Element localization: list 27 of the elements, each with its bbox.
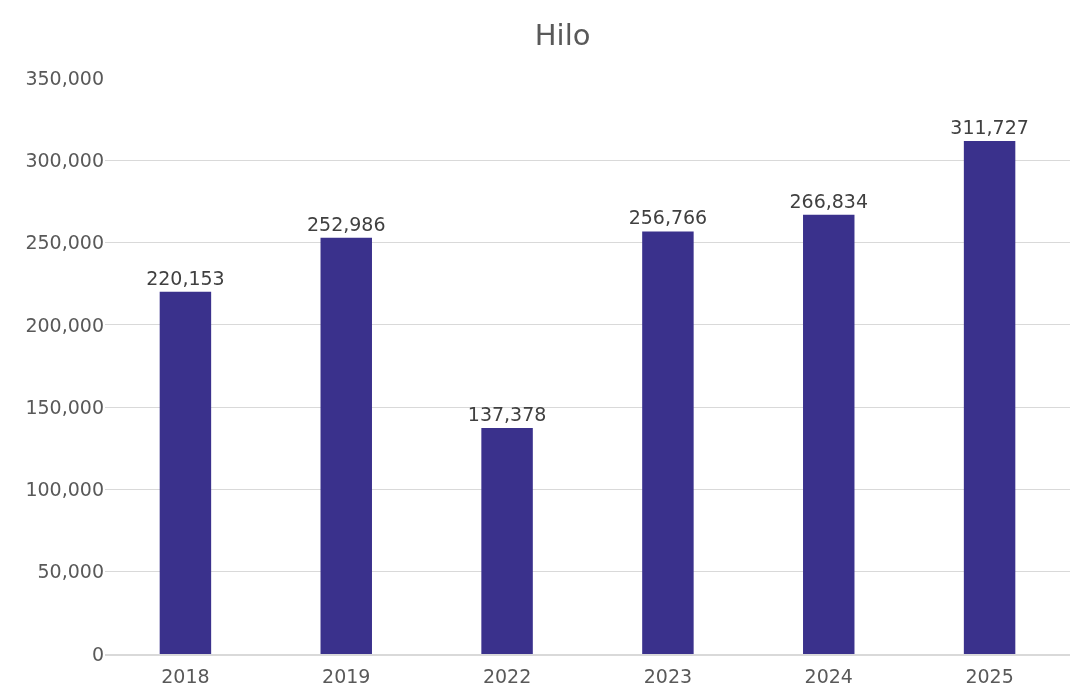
y-tick-label: 150,000 — [25, 395, 104, 418]
data-label: 137,378 — [467, 402, 547, 425]
y-tick-label: 250,000 — [25, 231, 104, 254]
x-tick-label: 2022 — [482, 664, 532, 687]
data-label: 252,986 — [306, 212, 386, 235]
y-tick-label: 350,000 — [25, 66, 104, 89]
x-tick-label: 2023 — [643, 664, 693, 687]
y-tick-label: 200,000 — [25, 313, 104, 336]
data-label: 220,153 — [146, 266, 225, 289]
bar — [320, 237, 372, 654]
data-label: 256,766 — [628, 206, 708, 229]
y-tick-label: 0 — [91, 642, 104, 665]
y-tick-label: 100,000 — [25, 478, 104, 501]
x-tick-label: 2018 — [161, 664, 210, 687]
y-tick-label: 300,000 — [25, 148, 104, 171]
y-tick-label: 50,000 — [37, 560, 104, 583]
bar — [803, 214, 855, 654]
data-label: 266,834 — [789, 189, 869, 212]
bar — [159, 291, 212, 654]
data-label: 311,727 — [950, 115, 1029, 138]
bar — [963, 140, 1016, 654]
x-tick-label: 2019 — [322, 664, 371, 687]
x-tick-label: 2024 — [804, 664, 853, 687]
bar — [642, 231, 694, 654]
x-tick-label: 2025 — [965, 664, 1014, 687]
chart-title: Hilo — [534, 17, 591, 52]
bar — [481, 427, 533, 654]
